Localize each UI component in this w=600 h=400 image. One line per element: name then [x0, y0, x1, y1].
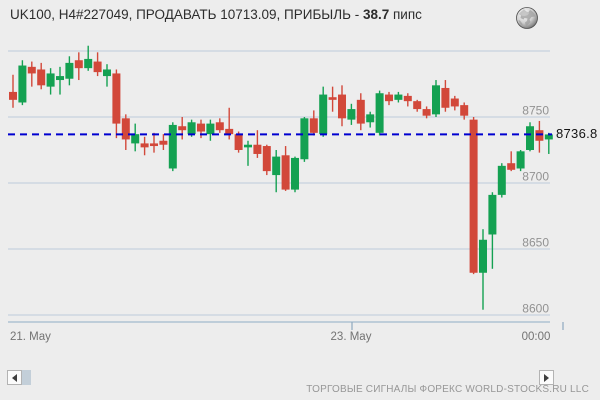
footer-branding: ТОРГОВЫЕ СИГНАЛЫ ФОРЕКС WORLD-STOCKS.RU … — [306, 384, 589, 395]
candle — [526, 126, 534, 150]
candle — [206, 123, 215, 135]
candle — [450, 98, 459, 107]
candle — [441, 87, 450, 108]
candle — [244, 144, 252, 148]
candle — [178, 126, 187, 131]
candle — [103, 69, 111, 77]
globe-icon[interactable] — [515, 6, 539, 30]
candle — [544, 134, 553, 140]
left-arrow-icon — [12, 373, 17, 382]
candle — [74, 60, 83, 69]
candle — [460, 105, 469, 116]
candle — [403, 95, 412, 102]
candle — [291, 157, 299, 190]
candle — [46, 73, 55, 87]
candle — [469, 119, 478, 273]
candle — [197, 123, 205, 132]
candle — [516, 151, 525, 169]
candle — [140, 143, 149, 148]
candle — [112, 73, 121, 124]
candle — [479, 239, 487, 273]
y-axis-label: 8700 — [522, 170, 549, 184]
candle — [187, 122, 196, 135]
profit-value: 38.7 — [362, 7, 390, 22]
scrollbar-thumb[interactable] — [22, 370, 31, 385]
candle — [328, 97, 337, 100]
candle — [150, 143, 158, 147]
candle — [27, 66, 36, 74]
candle — [422, 109, 431, 116]
x-axis-label: 21. May — [10, 331, 51, 343]
candle — [215, 122, 224, 131]
x-axis-label: 23. May — [330, 331, 372, 343]
candle — [488, 194, 497, 235]
candle — [159, 140, 168, 145]
candle — [37, 69, 46, 86]
candle — [356, 99, 365, 124]
y-axis-label: 8650 — [522, 236, 549, 250]
chart-title: UK100, H4#227049, ПРОДАВАТЬ 10713.09, ПР… — [10, 7, 422, 22]
candle — [225, 128, 234, 135]
candle — [338, 94, 346, 119]
scroll-left-button[interactable] — [7, 370, 22, 385]
candle — [507, 163, 516, 170]
candle — [65, 62, 74, 79]
candle — [497, 165, 506, 195]
y-axis-label: 8600 — [522, 302, 549, 316]
candle — [131, 134, 140, 144]
candle — [281, 155, 290, 190]
candle — [394, 94, 403, 100]
candle — [319, 94, 328, 135]
x-axis-label: 00:00 — [521, 331, 551, 343]
candle — [9, 91, 17, 100]
candle — [84, 58, 93, 69]
candle — [253, 144, 262, 154]
candle — [168, 124, 177, 169]
candle — [121, 118, 130, 140]
candle — [375, 93, 384, 133]
candle — [300, 118, 309, 160]
y-axis-label: 8750 — [522, 104, 549, 118]
current-price-label: 8736.8 — [556, 126, 598, 142]
candle — [385, 94, 393, 102]
scroll-right-button[interactable] — [539, 370, 554, 385]
candle — [262, 146, 271, 172]
candle — [309, 118, 318, 133]
candle — [535, 130, 544, 141]
candle — [234, 134, 243, 150]
candle — [93, 61, 102, 73]
candle — [432, 85, 440, 115]
candle — [413, 101, 422, 110]
candle — [366, 114, 375, 123]
candle — [347, 109, 356, 120]
profit-units: пипс — [389, 7, 422, 22]
right-arrow-icon — [544, 373, 549, 382]
candle — [18, 65, 27, 103]
candle — [56, 76, 64, 81]
candle — [272, 156, 281, 176]
instrument-info: UK100, H4#227049, ПРОДАВАТЬ 10713.09, ПР… — [10, 7, 363, 22]
